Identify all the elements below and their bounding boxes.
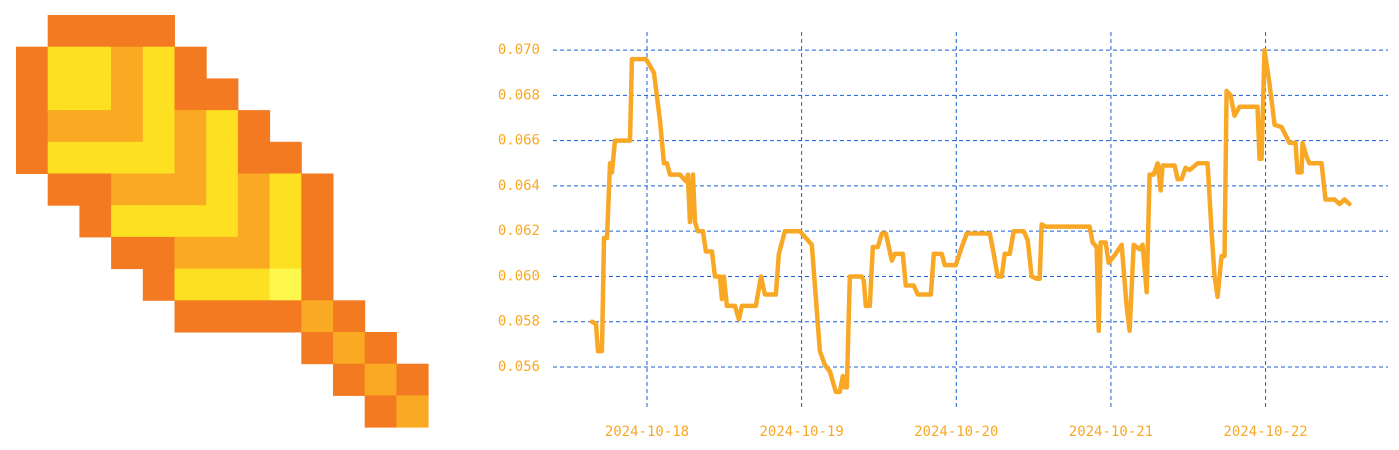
pixel <box>396 363 429 396</box>
pixel <box>237 236 271 270</box>
pixel <box>174 78 207 111</box>
y-tick-label: 0.058 <box>498 314 540 330</box>
pixel <box>142 236 175 270</box>
y-tick-label: 0.066 <box>498 133 540 149</box>
pixel <box>237 110 271 143</box>
pixel <box>269 205 302 238</box>
pixel <box>206 110 239 143</box>
pixel <box>364 395 397 428</box>
pixel <box>142 268 175 301</box>
line <box>589 47 1352 395</box>
pixel <box>111 46 144 79</box>
pixel <box>364 363 397 396</box>
pixel <box>47 141 80 174</box>
pixel <box>47 46 80 79</box>
pixel <box>16 46 49 79</box>
pixel <box>237 173 271 206</box>
pixel <box>47 110 80 143</box>
pixel <box>47 15 80 48</box>
pixel <box>16 141 49 174</box>
pixel <box>301 205 334 238</box>
pixel <box>206 205 239 238</box>
pixel <box>269 236 302 270</box>
pixel <box>16 78 49 111</box>
x-tick-label: 2024-10-19 <box>759 424 843 440</box>
pixel <box>142 110 175 143</box>
pixel <box>333 332 366 365</box>
pixel <box>111 110 144 143</box>
pixel <box>206 141 239 174</box>
pixel <box>142 141 175 174</box>
pixel <box>174 173 207 206</box>
pixel <box>111 15 144 48</box>
pixel <box>269 268 302 301</box>
pixel <box>111 205 144 238</box>
pixel <box>269 300 302 333</box>
pixel <box>142 46 175 79</box>
pixel <box>364 332 397 365</box>
pixel <box>333 300 366 333</box>
y-tick-label: 0.060 <box>498 268 540 284</box>
y-tick-label: 0.062 <box>498 223 540 239</box>
pixel <box>301 268 334 301</box>
pixel <box>206 236 239 270</box>
pixel <box>301 300 334 333</box>
pixel <box>79 15 112 48</box>
pixel <box>269 141 302 174</box>
pixel <box>301 332 334 365</box>
x-tick-label: 2024-10-20 <box>914 424 998 440</box>
pixel <box>79 205 112 238</box>
pixel <box>142 205 175 238</box>
pixel <box>174 268 207 301</box>
pixel <box>79 141 112 174</box>
pixel <box>79 173 112 206</box>
pixel <box>142 15 175 48</box>
pixel <box>174 236 207 270</box>
pixel <box>111 236 144 270</box>
pixel <box>333 363 366 396</box>
pixel <box>142 78 175 111</box>
x-tick-label: 2024-10-22 <box>1223 424 1307 440</box>
pixel <box>111 78 144 111</box>
pixel <box>237 205 271 238</box>
pixel <box>79 110 112 143</box>
pixel-icon <box>16 15 429 428</box>
pixel <box>237 268 271 301</box>
pixel <box>206 78 239 111</box>
pixel <box>174 46 207 79</box>
pixel <box>237 300 271 333</box>
chart: 0.056 0.058 0.060 0.062 0.064 0.066 0.068 0.070… <box>498 32 1388 440</box>
pixel <box>206 173 239 206</box>
y-tick-label: 0.070 <box>498 42 540 58</box>
pixel <box>111 173 144 206</box>
pixel <box>47 78 80 111</box>
pixel <box>79 78 112 111</box>
pixel <box>269 173 302 206</box>
pixel <box>174 110 207 143</box>
pixel <box>79 46 112 79</box>
x-tick-label: 2024-10-18 <box>605 424 689 440</box>
pixel <box>111 141 144 174</box>
pixel <box>301 236 334 270</box>
pixel <box>174 300 207 333</box>
pixel <box>174 141 207 174</box>
pixel <box>47 173 80 206</box>
pixel <box>174 205 207 238</box>
pixel <box>206 268 239 301</box>
pixel <box>396 395 429 428</box>
pixel <box>16 110 49 143</box>
y-tick-label: 0.068 <box>498 87 540 103</box>
pixel <box>206 300 239 333</box>
pixel <box>142 173 175 206</box>
x-tick-label: 2024-10-21 <box>1069 424 1153 440</box>
y-tick-label: 0.056 <box>498 359 540 375</box>
pixel <box>237 141 271 174</box>
pixel <box>301 173 334 206</box>
y-tick-label: 0.064 <box>498 178 540 194</box>
